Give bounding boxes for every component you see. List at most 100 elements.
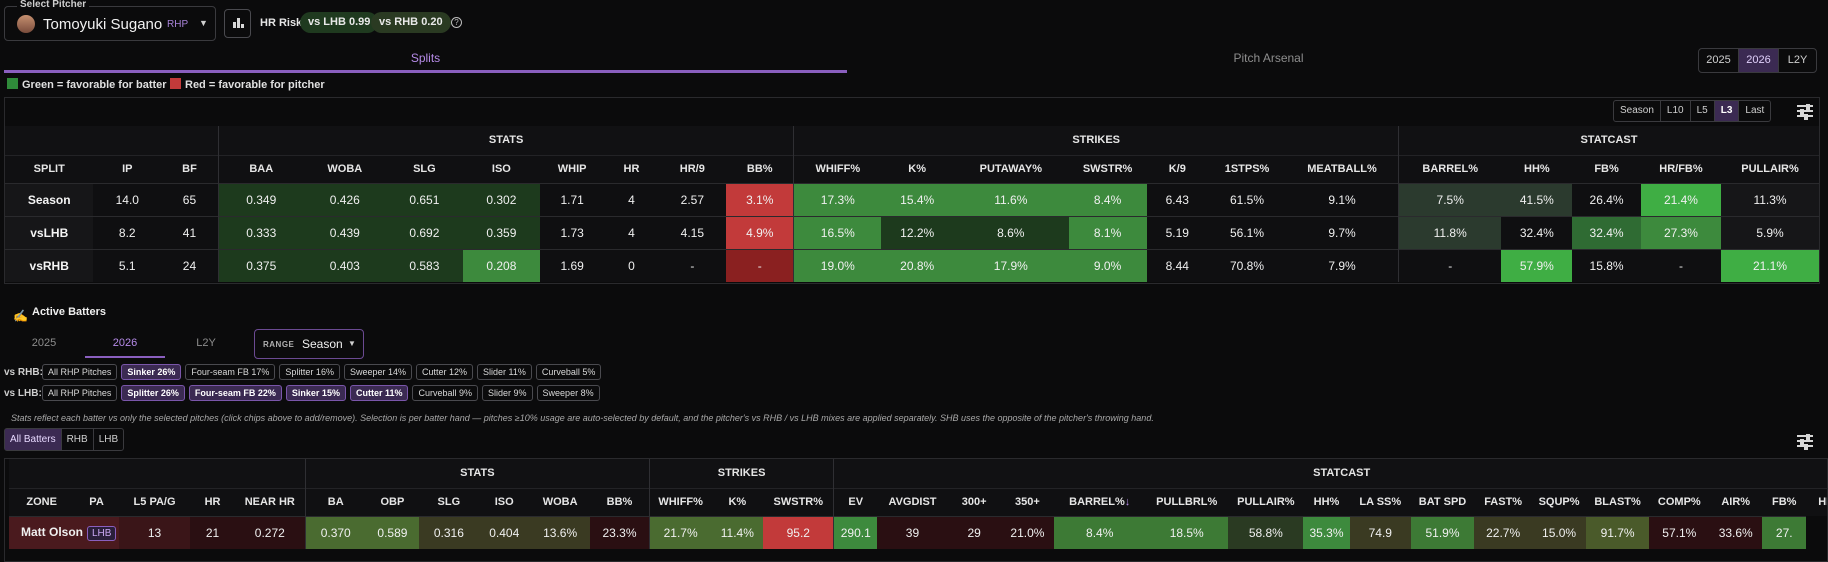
split-label: vsRHB xyxy=(5,248,94,282)
pitch-chip[interactable]: Splitter 16% xyxy=(279,364,340,380)
bheader-woba[interactable]: WOBA xyxy=(530,487,591,516)
range-l10-button[interactable]: L10 xyxy=(1661,101,1691,121)
batters-year-l2y[interactable]: L2Y xyxy=(196,337,216,349)
header-1stps-[interactable]: 1STPS% xyxy=(1208,154,1287,183)
pitch-chip[interactable]: Curveball 9% xyxy=(412,385,479,401)
bheader-whiff-[interactable]: WHIFF% xyxy=(648,487,712,516)
column-settings-icon[interactable] xyxy=(1797,104,1813,120)
bheader-ba[interactable]: BA xyxy=(304,487,366,516)
pitcher-select[interactable]: Select Pitcher Tomoyuki Sugano RHP ▼ xyxy=(4,0,216,41)
header-k-9[interactable]: K/9 xyxy=(1146,154,1208,183)
group-blank xyxy=(5,126,219,155)
header-fb-[interactable]: FB% xyxy=(1572,154,1641,183)
pitch-chip[interactable]: Slider 9% xyxy=(482,385,533,401)
split-cell: 57.9% xyxy=(1501,248,1573,282)
pitch-chip[interactable]: Cutter 12% xyxy=(416,364,474,380)
tab-pitch-arsenal[interactable]: Pitch Arsenal xyxy=(1233,51,1304,65)
bheader-near-hr[interactable]: NEAR HR xyxy=(234,487,306,516)
bheader-ev[interactable]: EV xyxy=(833,487,878,516)
bheader-swstr-[interactable]: SWSTR% xyxy=(763,487,834,516)
header-iso[interactable]: ISO xyxy=(462,154,540,183)
split-cell: 0 xyxy=(604,248,659,282)
bheader-hr-[interactable]: HR/ xyxy=(1806,487,1827,516)
bheader-fb-[interactable]: FB% xyxy=(1762,487,1807,516)
header-bb-[interactable]: BB% xyxy=(726,154,794,183)
filter-rhb[interactable]: RHB xyxy=(62,429,94,450)
pitch-chip[interactable]: All RHP Pitches xyxy=(42,385,118,401)
bheader-k-[interactable]: K% xyxy=(711,487,764,516)
tab-splits[interactable]: Splits xyxy=(410,51,441,65)
bheader-iso[interactable]: ISO xyxy=(478,487,531,516)
range-l3-button[interactable]: L3 xyxy=(1714,101,1740,121)
batter-name-cell[interactable]: Matt Olson LHB xyxy=(9,515,119,549)
header-bf[interactable]: BF xyxy=(161,154,219,183)
header-meatball-[interactable]: MEATBALL% xyxy=(1286,154,1399,183)
header-baa[interactable]: BAA xyxy=(217,154,304,183)
header-whiff-[interactable]: WHIFF% xyxy=(793,154,882,183)
header-hr-fb-[interactable]: HR/FB% xyxy=(1640,154,1722,183)
bheader-hh-[interactable]: HH% xyxy=(1303,487,1350,516)
pitch-chip[interactable]: Cutter 11% xyxy=(349,385,409,401)
bheader-300-[interactable]: 300+ xyxy=(947,487,1001,516)
year-2026-button[interactable]: 2026 xyxy=(1739,49,1779,72)
pitch-chip[interactable]: Sinker 26% xyxy=(121,364,182,380)
bheader-squp-[interactable]: SQUP% xyxy=(1532,487,1586,516)
year-2025-button[interactable]: 2025 xyxy=(1699,49,1739,72)
year-l2y-button[interactable]: L2Y xyxy=(1787,54,1808,66)
bheader-pullbrl-[interactable]: PULLBRL% xyxy=(1145,487,1229,516)
range-season-button[interactable]: Season xyxy=(1614,101,1661,121)
bheader-avgdist[interactable]: AVGDIST xyxy=(877,487,948,516)
pitch-chip[interactable]: Four-seam FB 17% xyxy=(185,364,276,380)
bheader-blast-[interactable]: BLAST% xyxy=(1585,487,1650,516)
header-k-[interactable]: K% xyxy=(881,154,954,183)
batters-column-settings-icon[interactable] xyxy=(1797,434,1813,450)
pitch-chip[interactable]: All RHP Pitches xyxy=(42,364,118,380)
header-pullair-[interactable]: PULLAIR% xyxy=(1721,154,1819,183)
filter-lhb[interactable]: LHB xyxy=(98,434,119,445)
bheader-fast-[interactable]: FAST% xyxy=(1474,487,1533,516)
batters-year-2026[interactable]: 2026 xyxy=(112,337,138,349)
bheader-l5-pa-g[interactable]: L5 PA/G xyxy=(118,487,191,516)
pitch-chip[interactable]: Splitter 26% xyxy=(121,385,185,401)
bheader-350-[interactable]: 350+ xyxy=(1000,487,1055,516)
split-cell: 1.69 xyxy=(539,248,605,282)
pitch-chip[interactable]: Four-seam FB 22% xyxy=(188,385,282,401)
bheader-air-[interactable]: AIR% xyxy=(1709,487,1763,516)
header-whip[interactable]: WHIP xyxy=(539,154,605,183)
pitch-chip[interactable]: Sweeper 8% xyxy=(536,385,600,401)
vs-rhb-label: vs RHB: xyxy=(4,367,43,378)
header-putaway-[interactable]: PUTAWAY% xyxy=(953,154,1069,183)
batters-year-2025[interactable]: 2025 xyxy=(31,337,57,349)
bheader-slg[interactable]: SLG xyxy=(419,487,479,516)
header-barrel-[interactable]: BARREL% xyxy=(1397,154,1502,183)
batters-range-select[interactable]: RANGE Season ▼ xyxy=(254,329,364,359)
bheader-hr[interactable]: HR xyxy=(190,487,235,516)
header-hr[interactable]: HR xyxy=(604,154,659,183)
filter-all-batters[interactable]: All Batters xyxy=(5,429,62,450)
range-l5-button[interactable]: L5 xyxy=(1691,101,1715,121)
pitch-chip[interactable]: Curveball 5% xyxy=(535,364,602,380)
header-ip[interactable]: IP xyxy=(93,154,162,183)
header-slg[interactable]: SLG xyxy=(385,154,463,183)
bheader-barrel-[interactable]: BARREL%↓ xyxy=(1054,487,1146,516)
header-swstr-[interactable]: SWSTR% xyxy=(1068,154,1147,183)
bheader-pullair-[interactable]: PULLAIR% xyxy=(1228,487,1304,516)
bheader-pa[interactable]: PA xyxy=(74,487,119,516)
help-icon[interactable]: ? xyxy=(451,17,462,28)
header-split[interactable]: SPLIT xyxy=(5,154,94,183)
pitch-chip[interactable]: Sweeper 14% xyxy=(343,364,412,380)
range-last-button[interactable]: Last xyxy=(1745,105,1765,116)
pitch-chip[interactable]: Sinker 15% xyxy=(285,385,346,401)
header-hr-9[interactable]: HR/9 xyxy=(658,154,727,183)
bheader-bat-spd[interactable]: BAT SPD xyxy=(1410,487,1475,516)
bheader-obp[interactable]: OBP xyxy=(365,487,420,516)
bheader-la-ss-[interactable]: LA SS% xyxy=(1349,487,1411,516)
bar-chart-button[interactable] xyxy=(224,9,251,38)
bheader-bb-[interactable]: BB% xyxy=(590,487,650,516)
header-hh-[interactable]: HH% xyxy=(1501,154,1573,183)
batter-row[interactable]: Matt Olson LHB 13 21 0.272 0.370 0.589 0.316 0.4… xyxy=(9,515,1827,549)
bheader-comp-[interactable]: COMP% xyxy=(1649,487,1710,516)
bheader-zone[interactable]: ZONE xyxy=(9,487,75,516)
header-woba[interactable]: WOBA xyxy=(303,154,386,183)
pitch-chip[interactable]: Slider 11% xyxy=(477,364,532,380)
